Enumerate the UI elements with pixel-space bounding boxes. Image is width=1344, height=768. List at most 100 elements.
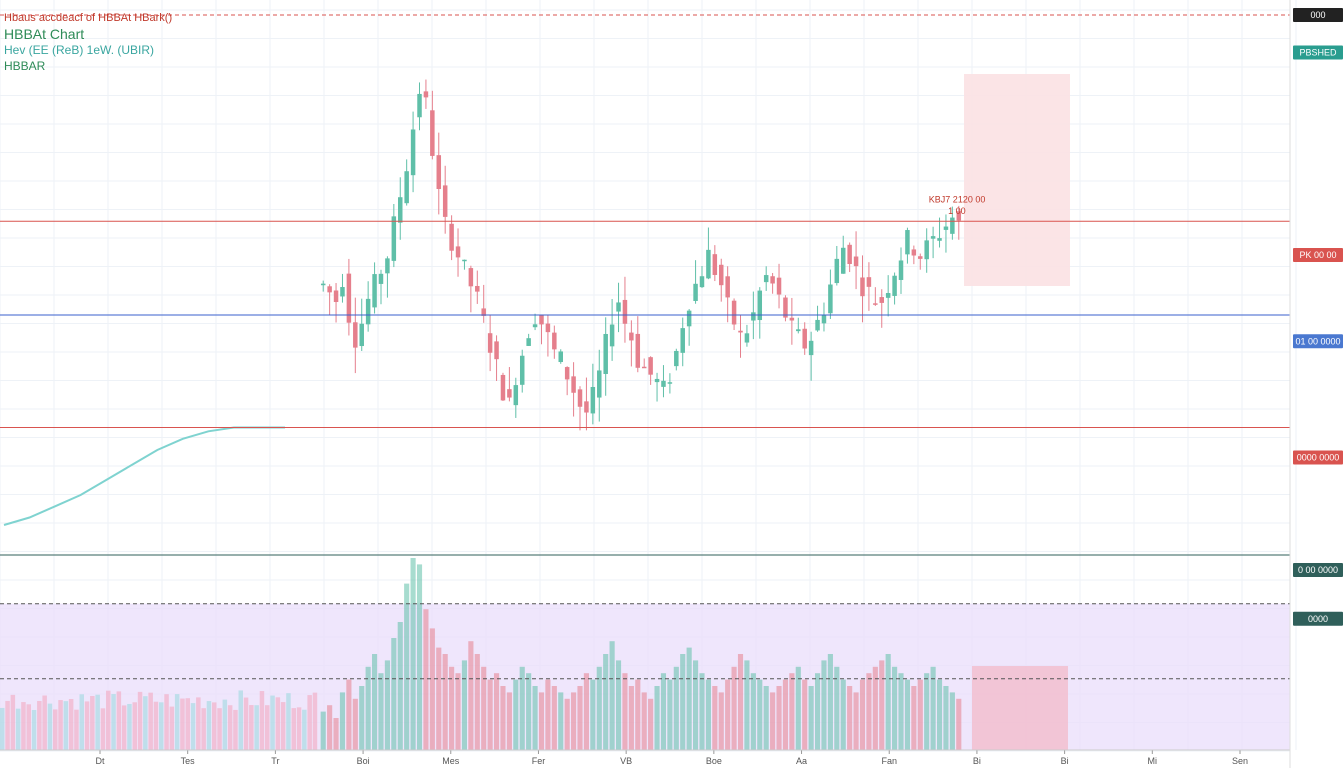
candle-body	[712, 254, 718, 275]
chart-annotations: KBJ7 2120 001 00	[929, 195, 986, 216]
price-tag: 0 00 0000	[1293, 563, 1343, 577]
volume-bar	[866, 673, 872, 750]
price-tag-label: 0 00 0000	[1298, 681, 1338, 691]
volume-bars	[0, 558, 962, 750]
volume-bar-left	[53, 709, 58, 750]
volume-bar	[949, 692, 955, 750]
volume-bar-left	[254, 705, 259, 750]
volume-bar-left	[31, 709, 37, 750]
price-tag-label: 00 0000	[1302, 153, 1335, 163]
volume-bar-left	[95, 694, 100, 750]
candle-body	[853, 256, 859, 267]
volume-bar-left	[137, 691, 143, 750]
volume-bar-left	[222, 699, 228, 750]
candle-body	[558, 351, 563, 363]
candle-body	[365, 298, 371, 325]
candle-body	[513, 385, 519, 406]
volume-bar-left	[174, 694, 180, 750]
volume-bar-left	[238, 690, 243, 750]
volume-bar-left	[10, 694, 16, 750]
volume-bar	[622, 673, 628, 750]
x-tick-label: Dt	[96, 756, 105, 766]
candle-body	[860, 277, 865, 297]
candle-body	[449, 223, 454, 251]
volume-bar	[583, 673, 589, 750]
candle-body	[430, 110, 435, 156]
price-tag-label: 0 00 0000	[1298, 423, 1338, 433]
volume-bar	[423, 609, 429, 750]
volume-bar	[660, 673, 667, 750]
candle-body	[462, 259, 467, 262]
volume-bar	[725, 679, 731, 750]
x-tick-label: Fan	[881, 756, 897, 766]
volume-bar	[892, 666, 898, 750]
volume-bar	[372, 654, 378, 750]
candle-body	[918, 256, 923, 259]
candle-body	[757, 290, 763, 321]
x-tick-label: Tr	[271, 756, 279, 766]
price-tag-bg	[1293, 450, 1343, 465]
volume-bar-left	[15, 708, 21, 750]
volume-bar-left	[90, 695, 95, 750]
volume-bar	[577, 686, 583, 750]
candle-body	[680, 328, 685, 353]
volume-bar	[705, 679, 711, 750]
candle-body	[372, 274, 377, 308]
volume-bar	[468, 641, 474, 750]
volume-bar	[737, 654, 744, 750]
volume-bar	[840, 679, 846, 750]
candle-body	[674, 350, 679, 367]
price-tag-bg	[1293, 563, 1343, 577]
volume-bar-left	[21, 702, 26, 750]
candle-body	[590, 386, 596, 414]
candle-body	[943, 226, 949, 230]
volume-bar-left	[106, 690, 111, 750]
volume-bar-left	[190, 703, 196, 750]
volume-bar	[802, 679, 808, 750]
volume-bar	[532, 686, 538, 750]
candle-body	[616, 302, 621, 312]
volume-bar	[391, 638, 397, 750]
volume-bar-left	[291, 708, 296, 750]
x-tick-label: Mes	[442, 756, 460, 766]
volume-bar	[795, 666, 801, 750]
candle-body	[892, 275, 897, 296]
price-axis[interactable]: 000 0 0 00 PBSHED 0e0 0000 0 00 0000 00 0000 0…	[1289, 0, 1343, 768]
volume-bar	[571, 692, 577, 750]
volume-bar-left	[286, 693, 291, 750]
candle-body	[783, 297, 788, 318]
candle-body	[423, 91, 429, 98]
candle-body	[378, 273, 384, 284]
volume-bar	[384, 660, 390, 750]
volume-bar-left	[312, 692, 318, 750]
volume-bar	[545, 679, 551, 750]
volume-bar	[513, 679, 519, 750]
price-tag-label: PK 00 00	[1299, 250, 1336, 260]
candle-body	[635, 333, 641, 368]
chart-subtitle: Hev (EE (ReB) 1eW. (UBIR)	[4, 43, 155, 57]
candle-body	[699, 276, 705, 288]
price-tag: 0 00 0000	[1298, 655, 1338, 665]
price-tag: 0 00 0000	[1298, 115, 1338, 125]
candle-body	[808, 340, 814, 356]
x-tick-label: Tes	[181, 756, 196, 766]
price-tag-label: 0 00 0000	[1298, 216, 1338, 226]
candle-body	[417, 93, 422, 118]
volume-bar	[712, 686, 718, 750]
volume-bar	[429, 628, 435, 750]
volume-bar	[481, 666, 487, 750]
candle-body	[796, 329, 801, 332]
candle-body	[487, 333, 493, 353]
volume-bar	[667, 679, 673, 750]
volume-bar	[352, 698, 358, 750]
candle-body	[744, 333, 750, 343]
volume-bar	[821, 660, 827, 750]
volume-bar	[834, 666, 840, 750]
volume-bar	[397, 622, 403, 750]
price-tag: 000	[1293, 8, 1343, 22]
candle-body	[763, 275, 769, 283]
annotation-label: KBJ7 2120 00	[929, 195, 986, 205]
volume-bar	[654, 686, 660, 750]
volume-bar-left	[307, 695, 312, 750]
